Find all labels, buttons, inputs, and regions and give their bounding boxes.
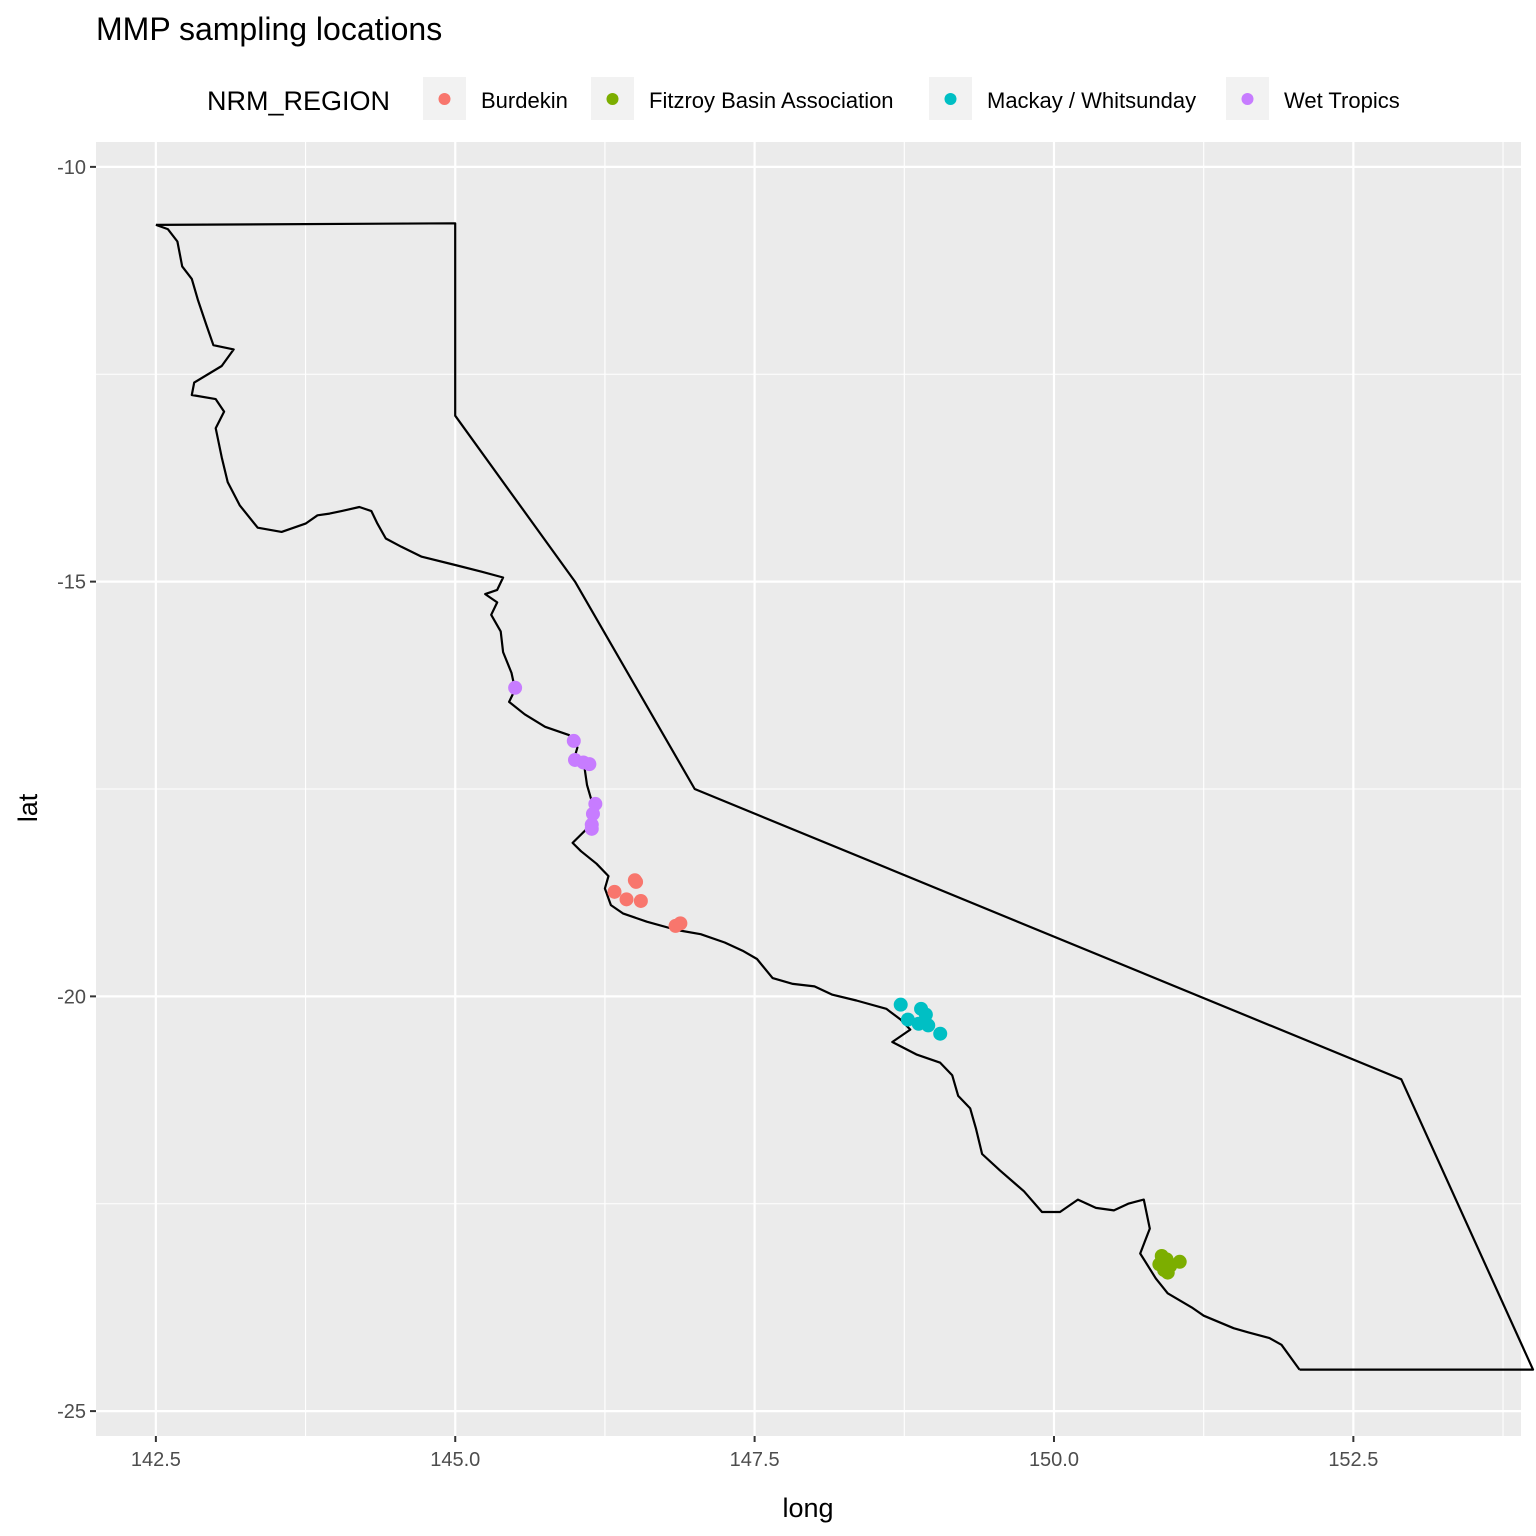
point-wet-tropics — [566, 733, 581, 748]
point-wet-tropics — [582, 757, 597, 772]
point-mackay-whitsunday — [933, 1026, 948, 1041]
legend-key-burdekin — [438, 93, 451, 105]
point-mackay-whitsunday — [921, 1018, 936, 1033]
legend-key-fitzroy — [606, 93, 619, 105]
legend-title: NRM_REGION — [207, 86, 390, 116]
point-burdekin — [607, 884, 622, 899]
y-tick-label: -15 — [57, 572, 86, 594]
point-mackay-whitsunday — [918, 1007, 933, 1022]
y-axis-title: lat — [13, 793, 43, 822]
point-wet-tropics — [585, 806, 600, 821]
point-wet-tropics — [584, 821, 599, 836]
chart-title: MMP sampling locations — [96, 11, 442, 47]
point-fitzroy-basin-association — [1172, 1254, 1187, 1269]
point-fitzroy-basin-association — [1160, 1265, 1175, 1280]
data-points — [508, 680, 1187, 1280]
point-burdekin — [619, 892, 634, 907]
grid-lines — [96, 142, 1521, 1436]
point-wet-tropics — [508, 680, 523, 695]
point-burdekin — [673, 916, 688, 931]
legend-key-wet-tropics — [1241, 93, 1254, 105]
x-tick-label: 152.5 — [1328, 1449, 1378, 1471]
legend-label-burdekin: Burdekin — [481, 88, 568, 113]
x-tick-label: 145.0 — [430, 1449, 480, 1471]
x-tick-label: 150.0 — [1029, 1449, 1079, 1471]
legend-key-mackay — [944, 93, 957, 105]
y-tick-label: -20 — [57, 986, 86, 1008]
x-tick-label: 142.5 — [131, 1449, 181, 1471]
point-mackay-whitsunday — [893, 997, 908, 1012]
legend-label-wet-tropics: Wet Tropics — [1284, 88, 1400, 113]
legend-label-fitzroy: Fitzroy Basin Association — [649, 88, 894, 113]
point-burdekin — [629, 874, 644, 889]
y-tick-label: -10 — [57, 157, 86, 179]
x-tick-label: 147.5 — [730, 1449, 780, 1471]
legend-label-mackay: Mackay / Whitsunday — [987, 88, 1196, 113]
y-tick-label: -25 — [57, 1401, 86, 1423]
axes: 142.5 145.0 147.5 150.0 152.5 -10 -15 -20 -25 — [57, 157, 1378, 1471]
point-burdekin — [633, 893, 648, 908]
x-axis-title: long — [782, 1493, 833, 1523]
boundary-outer — [155, 222, 1535, 1371]
point-mackay-whitsunday — [900, 1012, 915, 1027]
legend: NRM_REGION Burdekin Fitzroy Basin Associ… — [207, 77, 1400, 120]
